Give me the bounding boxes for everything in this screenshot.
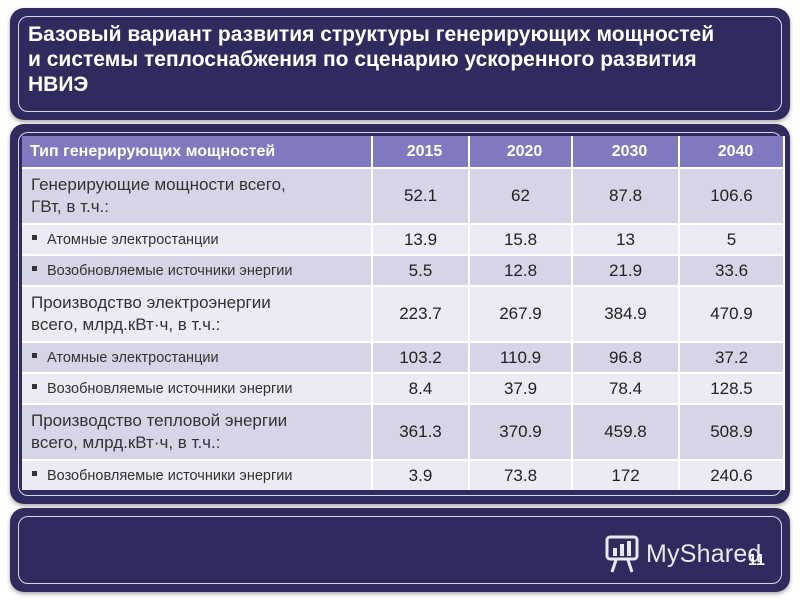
- presentation-board-icon: [605, 535, 639, 573]
- cell-2040: 106.6: [679, 167, 785, 224]
- bullet-icon: [32, 235, 37, 241]
- slide-title-line-1: Базовый вариант развития структуры генер…: [28, 23, 715, 46]
- table-row: Возобновляемые источники энергии 3.9 73.…: [22, 459, 785, 490]
- cell-2015: 103.2: [372, 341, 470, 373]
- cell-2015: 13.9: [372, 223, 470, 255]
- cell-2015: 3.9: [372, 459, 470, 490]
- cell-2015: 8.4: [372, 372, 470, 404]
- table-row: Возобновляемые источники энергии 8.4 37.…: [22, 372, 785, 404]
- row-label-text: Атомные электростанции: [47, 231, 219, 248]
- logo-text: MyShared: [646, 539, 762, 568]
- cell-2040: 470.9: [679, 285, 785, 342]
- row-label-line-1: Производство тепловой энергии: [31, 411, 288, 430]
- cell-2015: 361.3: [372, 403, 470, 460]
- table-row: Атомные электростанции 103.2 110.9 96.8 …: [22, 341, 785, 373]
- cell-2030: 384.9: [572, 285, 680, 342]
- row-label: Производство электроэнергии всего, млрд.к…: [22, 285, 373, 342]
- cell-2015: 5.5: [372, 254, 470, 286]
- row-label: Генерирующие мощности всего, ГВт, в т.ч.:: [22, 167, 373, 224]
- row-label-text: Атомные электростанции: [47, 349, 219, 366]
- header-2030: 2030: [572, 136, 680, 168]
- header-2015: 2015: [372, 136, 470, 168]
- slide-title: Базовый вариант развития структуры генер…: [28, 22, 768, 97]
- cell-2020: 110.9: [469, 341, 573, 373]
- table-row: Производство тепловой энергии всего, млрд…: [22, 403, 785, 460]
- row-label-text: Возобновляемые источники энергии: [47, 380, 293, 397]
- header-type: Тип генерирующих мощностей: [22, 136, 373, 168]
- cell-2020: 73.8: [469, 459, 573, 490]
- cell-2040: 5: [679, 223, 785, 255]
- cell-2040: 240.6: [679, 459, 785, 490]
- cell-2020: 370.9: [469, 403, 573, 460]
- cell-2030: 21.9: [572, 254, 680, 286]
- slide-title-line-2: и системы теплоснабжения по сценарию уск…: [28, 48, 697, 71]
- data-table: Тип генерирующих мощностей 2015 2020 203…: [22, 136, 785, 490]
- footer-panel: [10, 508, 790, 592]
- title-panel-border: [18, 16, 782, 112]
- cell-2030: 96.8: [572, 341, 680, 373]
- cell-2040: 33.6: [679, 254, 785, 286]
- row-label-line-1: Генерирующие мощности всего,: [31, 175, 286, 194]
- row-label-line-2: всего, млрд.кВт·ч, в т.ч.:: [31, 315, 221, 334]
- bullet-icon: [32, 353, 37, 359]
- table-row: Производство электроэнергии всего, млрд.к…: [22, 285, 785, 342]
- table-header-row: Тип генерирующих мощностей 2015 2020 203…: [22, 136, 785, 168]
- bullet-icon: [32, 266, 37, 272]
- row-label-text: Возобновляемые источники энергии: [47, 262, 293, 279]
- cell-2020: 37.9: [469, 372, 573, 404]
- cell-2030: 172: [572, 459, 680, 490]
- title-panel: [10, 8, 790, 120]
- row-label: Атомные электростанции: [22, 341, 373, 373]
- footer-panel-border: [18, 516, 782, 584]
- bullet-icon: [32, 384, 37, 390]
- row-label: Возобновляемые источники энергии: [22, 254, 373, 286]
- bullet-icon: [32, 471, 37, 477]
- table-row: Атомные электростанции 13.9 15.8 13 5: [22, 223, 785, 255]
- row-label-line-1: Производство электроэнергии: [31, 293, 271, 312]
- table-row: Генерирующие мощности всего, ГВт, в т.ч.:…: [22, 167, 785, 224]
- cell-2020: 12.8: [469, 254, 573, 286]
- cell-2030: 87.8: [572, 167, 680, 224]
- table-row: Возобновляемые источники энергии 5.5 12.…: [22, 254, 785, 286]
- cell-2015: 223.7: [372, 285, 470, 342]
- cell-2040: 128.5: [679, 372, 785, 404]
- row-label: Возобновляемые источники энергии: [22, 459, 373, 490]
- row-label-text: Возобновляемые источники энергии: [47, 467, 293, 484]
- cell-2030: 13: [572, 223, 680, 255]
- header-2020: 2020: [469, 136, 573, 168]
- row-label: Возобновляемые источники энергии: [22, 372, 373, 404]
- page-number: 11: [748, 552, 765, 569]
- row-label-line-2: ГВт, в т.ч.:: [31, 197, 110, 216]
- header-2040: 2040: [679, 136, 785, 168]
- cell-2020: 267.9: [469, 285, 573, 342]
- cell-2030: 78.4: [572, 372, 680, 404]
- cell-2040: 37.2: [679, 341, 785, 373]
- cell-2020: 15.8: [469, 223, 573, 255]
- cell-2030: 459.8: [572, 403, 680, 460]
- slide-title-line-3: НВИЭ: [28, 73, 89, 96]
- myshared-logo: MyShared: [604, 534, 762, 574]
- row-label-line-2: всего, млрд.кВт·ч, в т.ч.:: [31, 433, 221, 452]
- cell-2020: 62: [469, 167, 573, 224]
- cell-2015: 52.1: [372, 167, 470, 224]
- row-label: Производство тепловой энергии всего, млрд…: [22, 403, 373, 460]
- cell-2040: 508.9: [679, 403, 785, 460]
- row-label: Атомные электростанции: [22, 223, 373, 255]
